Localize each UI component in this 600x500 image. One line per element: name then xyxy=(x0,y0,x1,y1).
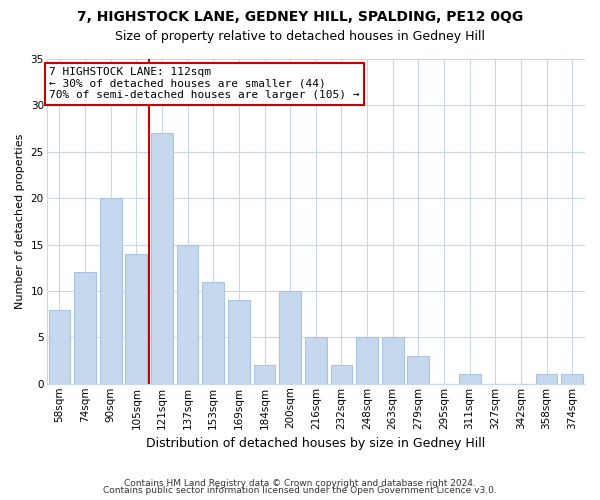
Bar xyxy=(279,291,301,384)
Text: 7, HIGHSTOCK LANE, GEDNEY HILL, SPALDING, PE12 0QG: 7, HIGHSTOCK LANE, GEDNEY HILL, SPALDING… xyxy=(77,10,523,24)
Bar xyxy=(177,244,199,384)
Text: Size of property relative to detached houses in Gedney Hill: Size of property relative to detached ho… xyxy=(115,30,485,43)
Bar xyxy=(151,133,173,384)
Text: 7 HIGHSTOCK LANE: 112sqm
← 30% of detached houses are smaller (44)
70% of semi-d: 7 HIGHSTOCK LANE: 112sqm ← 30% of detach… xyxy=(49,67,360,100)
Bar xyxy=(331,365,352,384)
Bar xyxy=(49,310,70,384)
Y-axis label: Number of detached properties: Number of detached properties xyxy=(15,134,25,309)
X-axis label: Distribution of detached houses by size in Gedney Hill: Distribution of detached houses by size … xyxy=(146,437,485,450)
Bar xyxy=(561,374,583,384)
Text: Contains HM Land Registry data © Crown copyright and database right 2024.: Contains HM Land Registry data © Crown c… xyxy=(124,478,476,488)
Bar xyxy=(459,374,481,384)
Text: Contains public sector information licensed under the Open Government Licence v3: Contains public sector information licen… xyxy=(103,486,497,495)
Bar xyxy=(228,300,250,384)
Bar xyxy=(100,198,122,384)
Bar xyxy=(356,338,378,384)
Bar xyxy=(202,282,224,384)
Bar xyxy=(74,272,96,384)
Bar xyxy=(536,374,557,384)
Bar xyxy=(407,356,429,384)
Bar xyxy=(382,338,404,384)
Bar xyxy=(305,338,326,384)
Bar xyxy=(254,365,275,384)
Bar xyxy=(125,254,147,384)
